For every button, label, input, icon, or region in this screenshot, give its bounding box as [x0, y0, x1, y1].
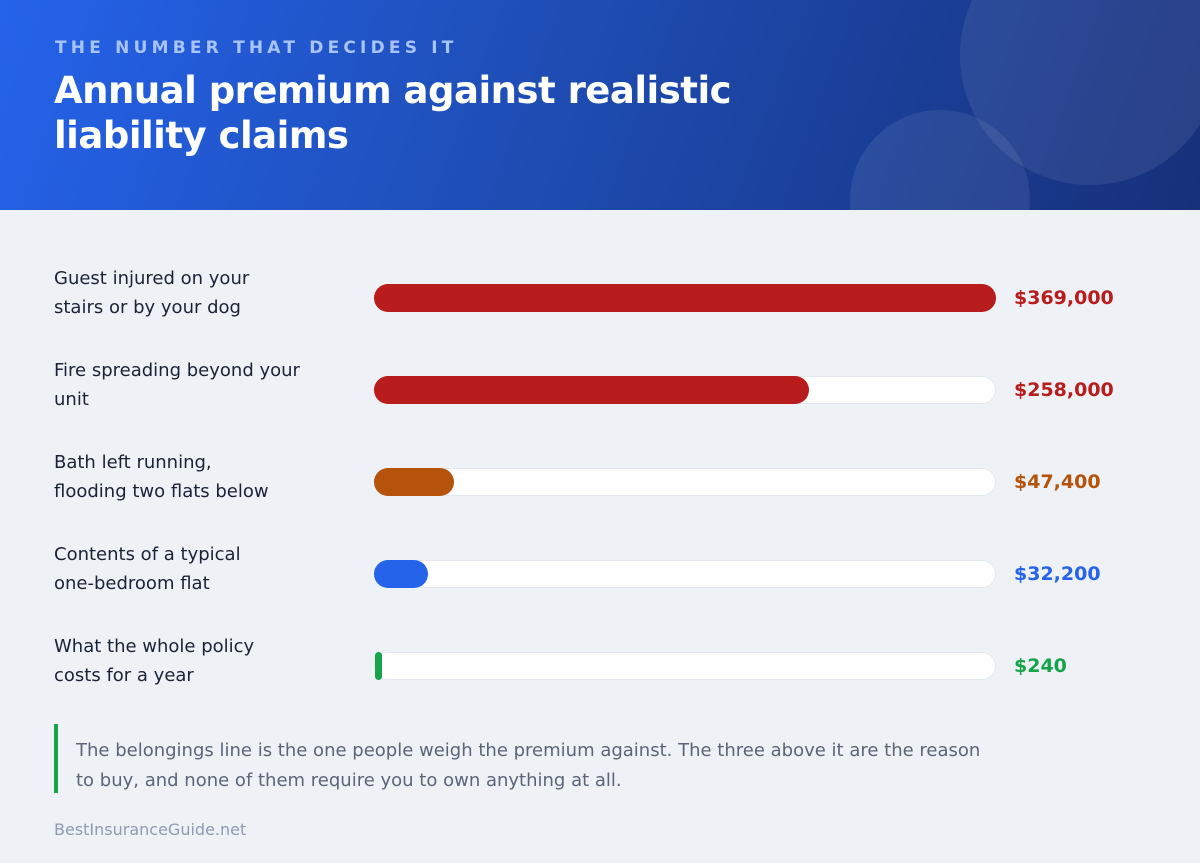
bar-track	[374, 468, 996, 496]
category-label: Contents of a typical one-bedroom flat	[54, 544, 241, 594]
category-label: What the whole policy costs for a year	[54, 636, 255, 686]
value-label: $47,400	[1014, 471, 1101, 493]
category-label: Fire spreading beyond your unit	[54, 360, 300, 410]
category-label: Guest injured on your stairs or by your …	[54, 268, 250, 318]
bar-track	[374, 376, 996, 404]
callout-text: The belongings line is the one people we…	[76, 740, 981, 791]
bar	[375, 652, 382, 680]
chart-row: Bath left running, flooding two flats be…	[0, 448, 1200, 518]
bar	[374, 376, 809, 404]
bar-track	[374, 652, 996, 680]
value-label: $240	[1014, 655, 1067, 677]
bar	[374, 284, 996, 312]
page-title: Annual premium against realistic liabili…	[54, 69, 732, 157]
callout-note: The belongings line is the one people we…	[54, 724, 1054, 793]
source-credit: BestInsuranceGuide.net	[54, 820, 247, 839]
bar-track	[374, 284, 996, 312]
value-label: $369,000	[1014, 287, 1114, 309]
bar-track	[374, 560, 996, 588]
bar	[374, 468, 454, 496]
value-label: $258,000	[1014, 379, 1114, 401]
value-label: $32,200	[1014, 563, 1101, 585]
category-label: Bath left running, flooding two flats be…	[54, 452, 269, 502]
chart-row: Guest injured on your stairs or by your …	[0, 264, 1200, 334]
eyebrow-label: THE NUMBER THAT DECIDES IT	[55, 38, 458, 58]
chart-row: Fire spreading beyond your unit $258,000	[0, 356, 1200, 426]
chart-row: Contents of a typical one-bedroom flat $3…	[0, 540, 1200, 610]
header-banner: THE NUMBER THAT DECIDES IT Annual premiu…	[0, 0, 1200, 210]
bar	[374, 560, 429, 588]
chart-row: What the whole policy costs for a year $2…	[0, 632, 1200, 702]
